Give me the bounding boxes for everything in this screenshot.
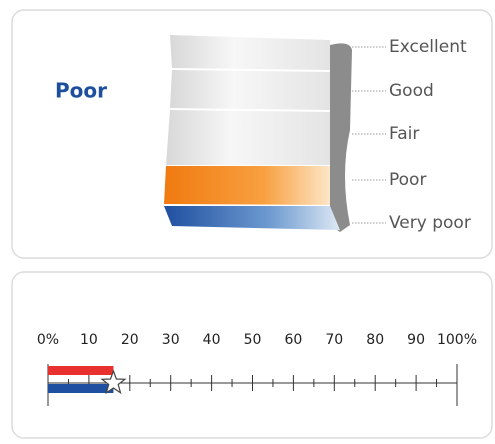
tick-label: 100% — [437, 332, 477, 348]
level-label: Good — [389, 81, 434, 101]
tick-label: 60 — [284, 332, 302, 348]
tick-label: 0% — [37, 332, 59, 348]
tick-label: 10 — [80, 332, 98, 348]
tick-label: 80 — [366, 332, 384, 348]
tick-label: 70 — [325, 332, 343, 348]
tick-label: 30 — [162, 332, 180, 348]
progress-bar-red — [48, 366, 113, 375]
page: Poor Excellent Good Fair Poor Very poor 0% 10 2… — [0, 0, 495, 440]
rating-label: Poor — [55, 79, 107, 103]
tick-label: 40 — [203, 332, 221, 348]
level-label: Poor — [389, 170, 426, 190]
tick-label: 90 — [407, 332, 425, 348]
tick-label: 20 — [121, 332, 139, 348]
rating-shelf — [164, 35, 352, 232]
scale-panel — [12, 272, 492, 438]
progress-bar-blue — [48, 384, 113, 393]
level-label: Excellent — [389, 37, 467, 57]
level-label: Fair — [389, 124, 419, 144]
level-label: Very poor — [389, 213, 471, 233]
tick-label: 50 — [244, 332, 262, 348]
